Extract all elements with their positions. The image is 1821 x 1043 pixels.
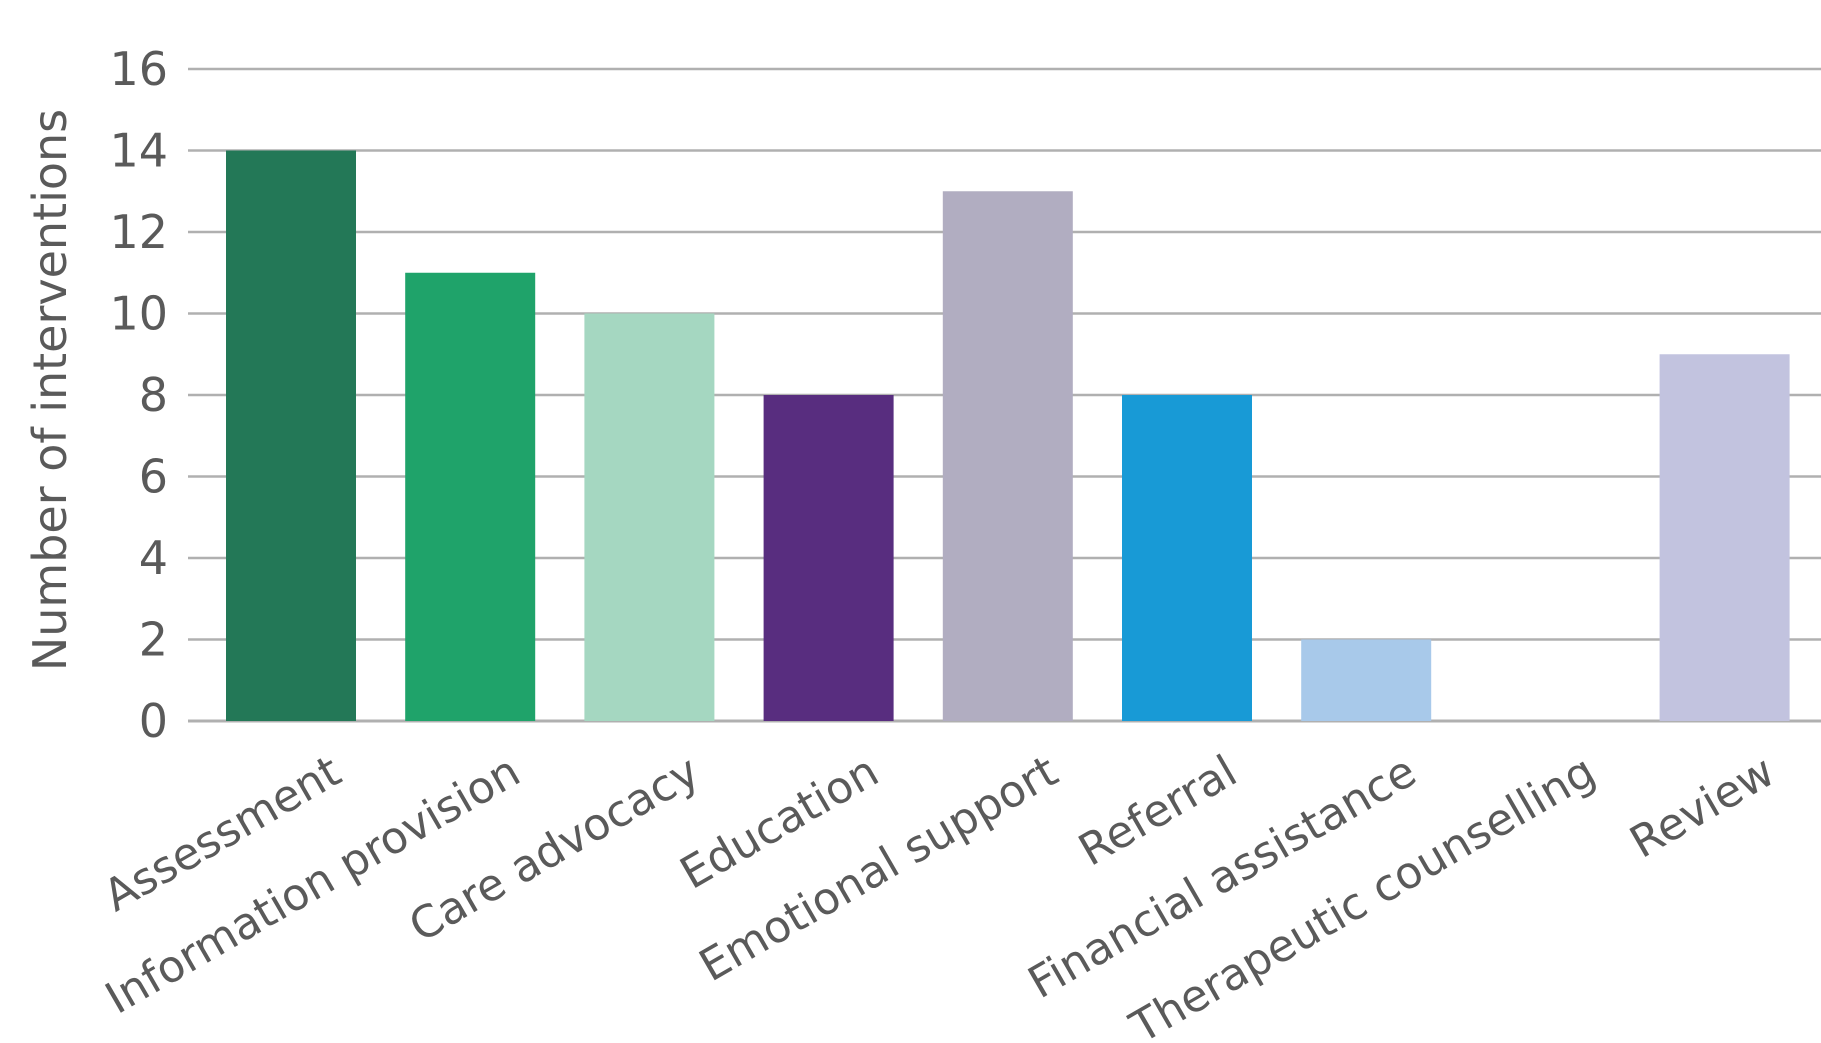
- bar-information-provision: [405, 272, 536, 721]
- y-tick-label: 10: [109, 287, 168, 341]
- y-axis-ticks: 0 2 4 6 8 10 12 14 16: [109, 42, 168, 748]
- bar-education: [763, 395, 894, 721]
- bar-emotional-support: [942, 191, 1073, 721]
- x-category-label: Review: [1622, 746, 1783, 869]
- bar-assessment: [226, 150, 356, 721]
- y-tick-label: 14: [109, 124, 168, 178]
- y-tick-label: 0: [139, 694, 168, 748]
- x-category-label: Care advocacy: [401, 746, 708, 953]
- y-tick-label: 16: [109, 42, 168, 96]
- bars: [226, 150, 1790, 721]
- bar-care-advocacy: [584, 313, 715, 721]
- bar-financial-assistance: [1301, 639, 1432, 721]
- y-axis-title: Number of interventions: [23, 109, 77, 671]
- bar-referral: [1122, 395, 1252, 721]
- y-tick-label: 6: [139, 450, 168, 504]
- y-tick-label: 8: [139, 368, 168, 422]
- bar-review: [1659, 354, 1790, 721]
- y-tick-label: 12: [109, 205, 168, 259]
- y-tick-label: 4: [139, 531, 168, 585]
- y-tick-label: 2: [139, 613, 168, 667]
